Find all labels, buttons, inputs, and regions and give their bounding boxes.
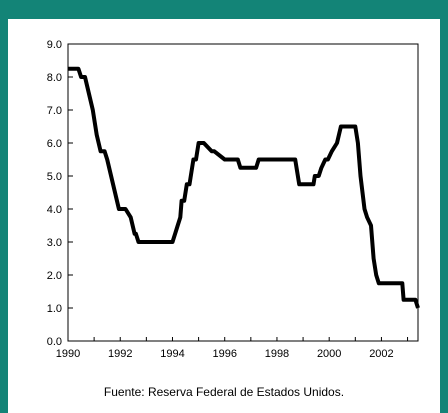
series-line [68,66,420,309]
x-tick-label: 2000 [317,348,341,360]
x-tick-label: 1996 [212,348,236,360]
line-chart: 0.0 1.0 2.0 3.0 4.0 5.0 6.0 7.0 8.0 9.0 1990 1992 19… [47,39,420,360]
x-tick-label: 1998 [265,348,289,360]
y-tick-label: 8.0 [47,72,62,84]
x-tick-label: 1992 [108,348,132,360]
y-tick-label: 3.0 [47,237,62,249]
x-tick-label: 2002 [369,348,393,360]
y-tick-label: 0.0 [47,336,62,348]
y-tick-label: 4.0 [47,204,62,216]
y-tick-label: 9.0 [47,39,62,51]
y-tick-label: 5.0 [47,171,62,183]
y-tick-label: 7.0 [47,105,62,117]
source-caption: Fuente: Reserva Federal de Estados Unido… [103,385,345,399]
x-tick-label: 1990 [56,348,80,360]
plot-area-border [67,43,419,342]
y-tick-label: 6.0 [47,138,62,150]
y-tick-label: 1.0 [47,303,62,315]
y-tick-label: 2.0 [47,270,62,282]
chart-panel: 0.0 1.0 2.0 3.0 4.0 5.0 6.0 7.0 8.0 9.0 1990 1992 19… [8,19,440,413]
x-tick-label: 1994 [160,348,184,360]
